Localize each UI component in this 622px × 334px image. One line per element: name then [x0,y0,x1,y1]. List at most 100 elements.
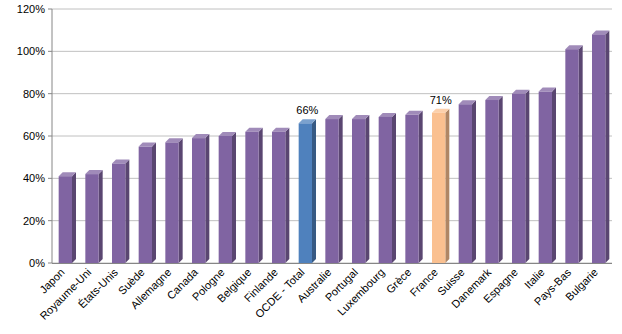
data-label: 66% [296,104,318,116]
bar-top [405,111,422,115]
bar-side [205,134,209,263]
bar-side [365,115,369,263]
bar-front [112,164,125,263]
bar-side [579,45,583,263]
y-tick [48,220,52,221]
bar-side [392,113,396,263]
labels: JaponRoyaume-UniÉtats-UnisSuèdeAllemagne… [37,94,600,322]
bar-top [272,128,289,132]
bar-top [325,115,342,119]
data-label: 71% [430,94,452,106]
bar-top [112,160,129,164]
bar-side [179,138,183,263]
bar-front [459,104,472,263]
bar-top [539,88,556,92]
bar-top [352,115,369,119]
x-tick-label: France [407,266,440,299]
bar-side [312,119,316,263]
grid-line [52,51,612,52]
y-tick [48,9,52,10]
bar-side [259,128,263,263]
bar-front [539,92,552,263]
bar-front [139,147,152,263]
grid-line [52,9,612,10]
bar-top [165,138,182,142]
x-tick-label: Luxembourg [335,266,387,318]
bar-front [299,123,312,263]
bar [139,143,156,263]
bar-front [565,49,578,263]
bar-top [512,90,529,94]
y-tick-label: 40% [23,172,45,184]
bar-side [525,90,529,263]
bar [85,170,102,263]
bar-top [192,134,209,138]
y-tick-label: 0% [29,257,45,269]
x-tick-label: Bulgarie [563,266,600,303]
chart-svg: 0%20%40%60%80%100%120%JaponRoyaume-UniÉt… [0,0,622,334]
bar [165,138,182,263]
bar-front [85,174,98,263]
y-axis [52,9,53,263]
bar-front [325,119,338,263]
bar [59,172,76,263]
bar [405,111,422,263]
bar [459,100,476,263]
bar [112,160,129,263]
bar-front [245,132,258,263]
bar [512,90,529,263]
bar-top [299,119,316,123]
bar-top [219,132,236,136]
bar-front [219,136,232,263]
bar-front [592,34,605,263]
bar-side [552,88,556,263]
bar [432,109,449,263]
bar [379,113,396,263]
bar-front [272,132,285,263]
bar [565,45,582,263]
bar [192,134,209,263]
bar-side [232,132,236,263]
bar-side [445,109,449,263]
y-tick [48,93,52,94]
x-tick-label: Pays-Bas [532,266,574,308]
bar-side [499,96,503,263]
bar [592,30,609,263]
y-tick-label: 60% [23,130,45,142]
x-tick-label: Allemagne [128,266,173,311]
bar [352,115,369,263]
y-tick [48,263,52,264]
bar-side [419,111,423,263]
bar-front [405,115,418,263]
bar-front [165,142,178,263]
bar-front [59,176,72,263]
bar-front [352,119,365,263]
bar-front [485,100,498,263]
bar-front [432,113,445,263]
bar-front [512,94,525,263]
grid [48,9,612,263]
bar [299,119,316,263]
y-tick [48,178,52,179]
y-tick-label: 100% [17,45,45,57]
bar-side [72,172,76,263]
bar-top [565,45,582,49]
bar-side [285,128,289,263]
y-tick-label: 120% [17,3,45,15]
bar-side [339,115,343,263]
bar-top [245,128,262,132]
bar [245,128,262,263]
bar-top [592,30,609,34]
bar-side [99,170,103,263]
x-tick-label: Espagne [481,266,520,305]
bar-side [125,160,129,263]
chart-container: 0%20%40%60%80%100%120%JaponRoyaume-UniÉt… [0,0,622,334]
bar-side [605,30,609,263]
bar-top [379,113,396,117]
y-tick [48,51,52,52]
bar [325,115,342,263]
x-tick-label: États-Unis [76,266,121,311]
bar-top [459,100,476,104]
bar [485,96,502,263]
x-axis [52,263,612,264]
